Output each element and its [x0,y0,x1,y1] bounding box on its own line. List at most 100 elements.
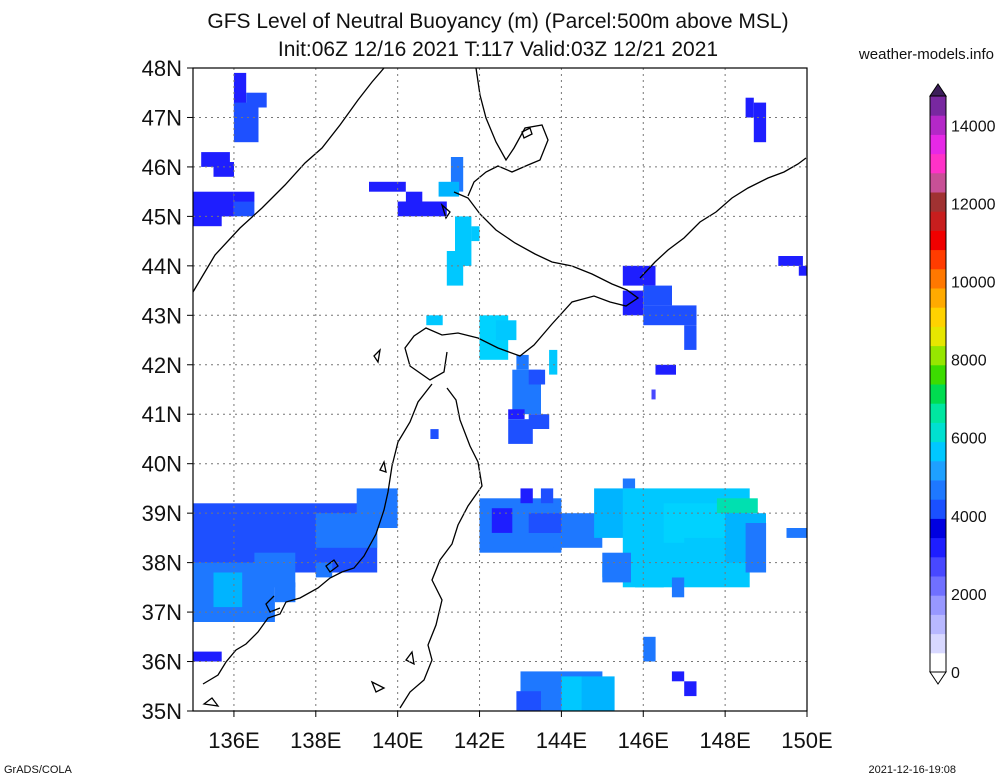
lat-tick-label: 42N [142,353,182,378]
lat-tick-label: 40N [142,452,182,477]
lat-tick-label: 46N [142,155,182,180]
colorbar-segment [930,288,946,308]
lon-tick-labels: 136E 138E 140E 142E 144E 146E 148E 150E [208,711,833,753]
field-cell [213,572,243,608]
colorbar-segment [930,192,946,212]
grid-lines [193,68,807,711]
field-cell [786,528,807,538]
colorbar-segment [930,345,946,366]
colorbar-segment [930,364,946,385]
colorbar-segment [930,460,946,481]
field-cell [430,429,439,439]
colorbar-label: 12000 [951,196,996,213]
field-cell [254,552,296,588]
field-cell [233,191,255,202]
colorbar-label: 10000 [951,275,996,292]
colorbar-segment [930,556,946,577]
colorbar-frame [929,95,947,673]
field-cell [643,305,697,326]
field-cell [745,97,754,118]
lon-tick-label: 140E [372,728,423,753]
field-cell [671,671,685,682]
colorbar-segment [930,211,946,231]
lat-tick-label: 48N [142,56,182,81]
lon-tick-label: 150E [781,728,832,753]
colorbar-segment [930,422,946,443]
colorbar-segment [930,403,946,423]
field-cell [516,354,529,370]
field-cell [528,369,546,385]
lat-tick-label: 43N [142,303,182,328]
lon-tick-label: 138E [290,728,341,753]
field-cell [508,409,525,420]
colorbar-label: 14000 [951,118,996,135]
colorbar-segment [930,115,946,135]
colorbar: 0 2000 4000 6000 8000 10000 12000 14000 [929,83,996,685]
colorbar-segment [930,576,946,596]
map-title: GFS Level of Neutral Buoyancy (m) (Parce… [207,10,789,33]
field-cell [684,681,697,697]
lat-tick-labels: 35N 36N 37N 38N 39N 40N 41N 42N 43N 44N 45N 46N 47N 4… [142,56,193,724]
field-cell [622,265,656,286]
map-frame [192,67,808,712]
field-cell [602,552,631,583]
colorbar-segment [930,134,946,155]
lat-tick-label: 35N [142,699,182,724]
colorbar-max-arrow [929,83,947,97]
field-cell [716,498,758,514]
field-cell [193,651,222,662]
lat-tick-label: 47N [142,105,182,130]
field-cell [193,211,222,227]
field-cell [540,488,554,504]
site-label: weather-models.info [858,46,994,63]
colorbar-segment [930,652,946,673]
field-cell [798,265,807,276]
lon-tick-label: 146E [618,728,669,753]
footer-timestamp: 2021-12-16-19:08 [868,764,956,776]
colorbar-segment [930,480,946,500]
colorbar-segment [930,499,946,519]
field-cell [549,349,558,375]
field-cell [471,226,480,242]
footer-software: GrADS/COLA [4,764,72,776]
field-cell [369,181,406,192]
lat-tick-label: 37N [142,600,182,625]
lat-tick-label: 45N [142,204,182,229]
lon-tick-label: 144E [536,728,587,753]
colorbar-segment [930,441,946,462]
field-cell [684,325,697,350]
field-cell [643,285,672,306]
field-cell [684,537,726,573]
colorbar-segment [930,633,946,654]
colorbar-segment [930,268,946,289]
colorbar-segment [930,595,946,615]
field-cell [561,676,582,711]
colorbar-segment [930,307,946,327]
lat-tick-label: 44N [142,254,182,279]
field-cell [491,508,513,533]
colorbar-segment [930,172,946,193]
lat-tick-label: 38N [142,551,182,576]
lat-tick-label: 39N [142,501,182,526]
field-cell [405,191,423,207]
field-cell [520,488,533,504]
lat-tick-label: 36N [142,650,182,675]
field-cell [745,523,767,573]
coastlines [192,67,807,709]
colorbar-segment [930,153,946,174]
colorbar-label: 2000 [951,587,987,604]
field-cell [651,389,656,400]
colorbar-label: 6000 [951,431,987,448]
field-cell [528,513,562,533]
map-subtitle: Init:06Z 12/16 2021 T:117 Valid:03Z 12/2… [277,38,719,61]
field-cell [233,102,259,143]
colorbar-segment [930,326,946,347]
field-cell [753,102,767,143]
colorbar-segment [930,230,946,251]
lon-tick-label: 148E [699,728,750,753]
field-cell [213,162,234,177]
field-cell [581,676,615,711]
colorbar-min-arrow [929,671,947,685]
field-cell [643,636,656,662]
